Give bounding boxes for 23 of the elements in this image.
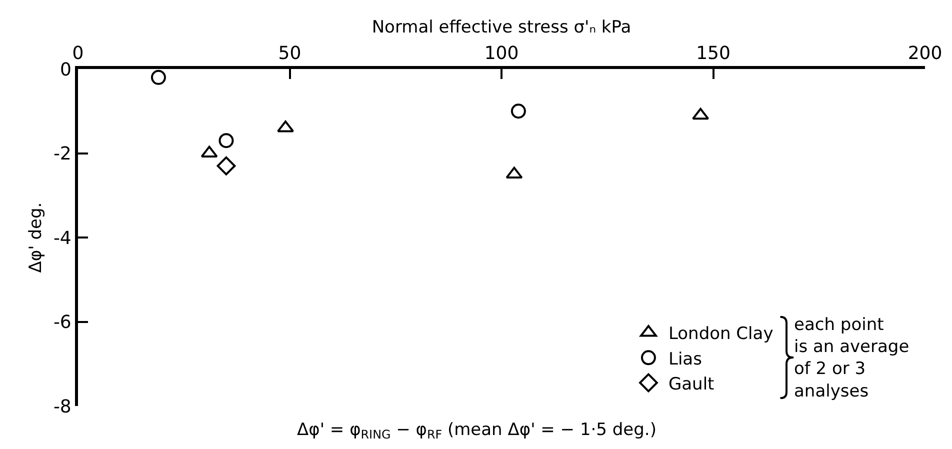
x-tick-label: 200 <box>908 42 942 64</box>
x-tick-label: 100 <box>484 42 519 64</box>
legend-label: Gault <box>668 374 715 394</box>
point <box>150 70 166 85</box>
y-tick-label: -2 <box>53 144 72 165</box>
y-tick-label: -6 <box>53 312 72 334</box>
x-tick-label: 50 <box>278 42 302 64</box>
point <box>218 133 234 148</box>
y-tick-label: 0 <box>60 59 72 80</box>
y-tick-label: -4 <box>53 228 72 249</box>
point <box>510 104 526 119</box>
text: Δφ' = φ$_{RING}$ − φ$_{RF}$ (mean Δφ' = − 1·5 deg.) <box>297 420 656 442</box>
point <box>692 108 710 120</box>
y-axis-title: Δφ' deg. <box>26 202 46 273</box>
point <box>216 156 236 176</box>
x-tick-label: 150 <box>696 42 730 64</box>
point <box>506 166 523 179</box>
legend-label: Lias <box>668 349 702 370</box>
x-axis-title: Normal effective stress σ'ₙ kPa <box>372 17 632 38</box>
point <box>277 120 294 132</box>
y-tick-label: -8 <box>53 396 72 418</box>
legend-label: London Clay <box>668 324 774 344</box>
annotation: each point is an average of 2 or 3 analyses <box>794 315 910 402</box>
